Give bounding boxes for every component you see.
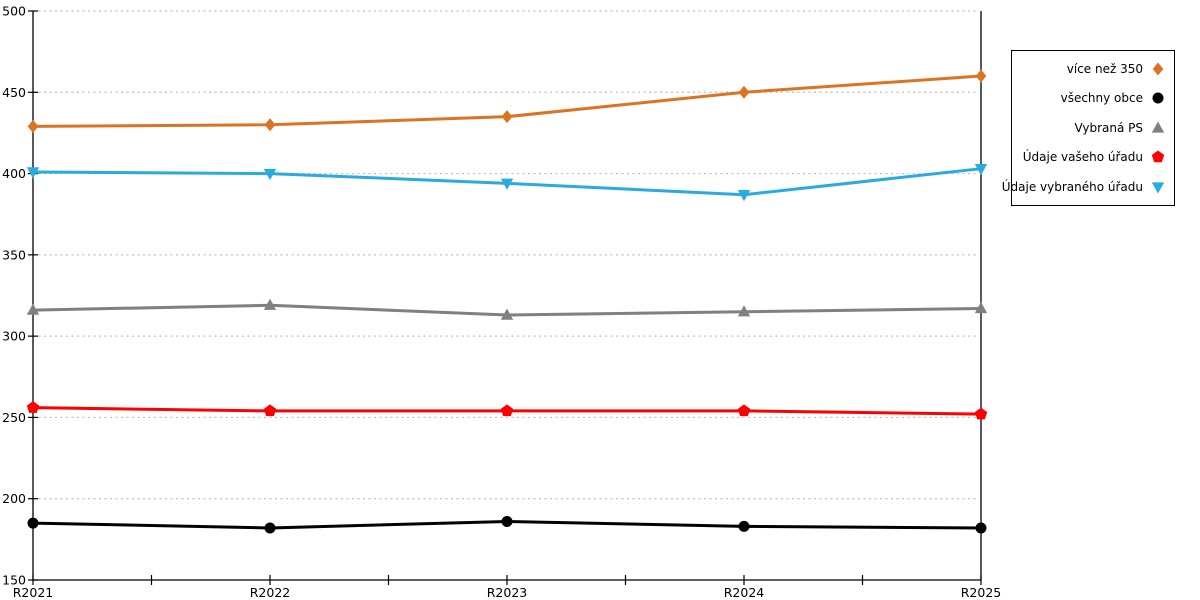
x-tick-label: R2024 bbox=[724, 585, 765, 600]
data-point-vsechny-obce bbox=[27, 517, 39, 529]
data-point-vybrana-ps bbox=[26, 303, 40, 315]
data-point-vice-nez-350 bbox=[501, 110, 513, 124]
y-tick-label: 500 bbox=[2, 4, 26, 19]
legend-label: Údaje vybraného úřadu bbox=[1001, 179, 1143, 194]
data-point-vybrana-ps bbox=[737, 305, 751, 317]
y-tick-label: 450 bbox=[2, 85, 26, 100]
x-tick-label: R2023 bbox=[487, 585, 528, 600]
triangle-up-marker-shape bbox=[1151, 121, 1165, 133]
legend-item-udaje-vaseho-uradu: Údaje vašeho úřadu bbox=[1012, 143, 1174, 173]
y-tick-label: 200 bbox=[2, 491, 26, 506]
legend-item-vybrana-ps: Vybraná PS bbox=[1012, 113, 1174, 143]
legend-label: Údaje vašeho úřadu bbox=[1022, 150, 1143, 165]
data-point-udaje-vybraneho-uradu bbox=[26, 167, 40, 179]
data-point-vybrana-ps bbox=[263, 298, 277, 310]
y-tick-label: 300 bbox=[2, 329, 26, 344]
legend-item-vice-nez-350: více než 350 bbox=[1012, 54, 1174, 84]
y-tick-label: 350 bbox=[2, 247, 26, 262]
y-tick-label: 150 bbox=[2, 573, 26, 588]
data-point-udaje-vybraneho-uradu bbox=[263, 168, 277, 181]
legend-item-udaje-vybraneho-uradu: Údaje vybraného úřadu bbox=[1002, 172, 1174, 202]
triangle-down-marker-shape bbox=[1151, 182, 1165, 194]
data-point-vsechny-obce bbox=[975, 522, 987, 534]
y-tick-label: 400 bbox=[2, 166, 26, 181]
circle-marker-shape bbox=[1152, 92, 1164, 104]
legend-label: Vybraná PS bbox=[1074, 120, 1143, 135]
data-point-vice-nez-350 bbox=[975, 69, 987, 83]
data-point-udaje-vaseho-uradu bbox=[500, 404, 514, 417]
triangle-down-marker-icon bbox=[1151, 182, 1165, 194]
x-tick-label: R2022 bbox=[250, 585, 291, 600]
data-point-udaje-vaseho-uradu bbox=[737, 404, 751, 417]
data-point-udaje-vybraneho-uradu bbox=[737, 190, 751, 202]
data-point-vice-nez-350 bbox=[27, 119, 39, 133]
data-point-udaje-vaseho-uradu bbox=[263, 404, 277, 417]
data-point-udaje-vaseho-uradu bbox=[26, 401, 40, 413]
legend-item-vsechny-obce: všechny obce bbox=[1012, 84, 1174, 114]
data-point-vsechny-obce bbox=[738, 520, 750, 532]
data-point-vice-nez-350 bbox=[264, 118, 276, 132]
data-point-vice-nez-350 bbox=[738, 85, 750, 99]
pentagon-marker-icon bbox=[1151, 150, 1165, 163]
data-point-vsechny-obce bbox=[264, 522, 276, 534]
data-point-vybrana-ps bbox=[500, 308, 514, 320]
x-tick-label: R2025 bbox=[961, 585, 1002, 600]
legend-label: všechny obce bbox=[1060, 91, 1143, 106]
legend-label: více než 350 bbox=[1066, 61, 1143, 76]
y-tick-label: 250 bbox=[2, 410, 26, 425]
x-tick-label: R2021 bbox=[13, 585, 54, 600]
diamond-marker-icon bbox=[1152, 62, 1164, 76]
triangle-up-marker-icon bbox=[1151, 121, 1165, 133]
legend-box: více než 350 všechny obce Vybraná PS Údaje … bbox=[1002, 50, 1175, 206]
circle-marker-icon bbox=[1152, 92, 1164, 104]
data-point-udaje-vybraneho-uradu bbox=[500, 178, 514, 190]
data-point-udaje-vybraneho-uradu bbox=[974, 164, 988, 176]
data-point-vybrana-ps bbox=[974, 302, 988, 314]
data-point-udaje-vaseho-uradu bbox=[974, 407, 988, 420]
data-point-vsechny-obce bbox=[501, 515, 513, 527]
diamond-marker-shape bbox=[1152, 62, 1164, 76]
pentagon-marker-shape bbox=[1151, 150, 1165, 163]
